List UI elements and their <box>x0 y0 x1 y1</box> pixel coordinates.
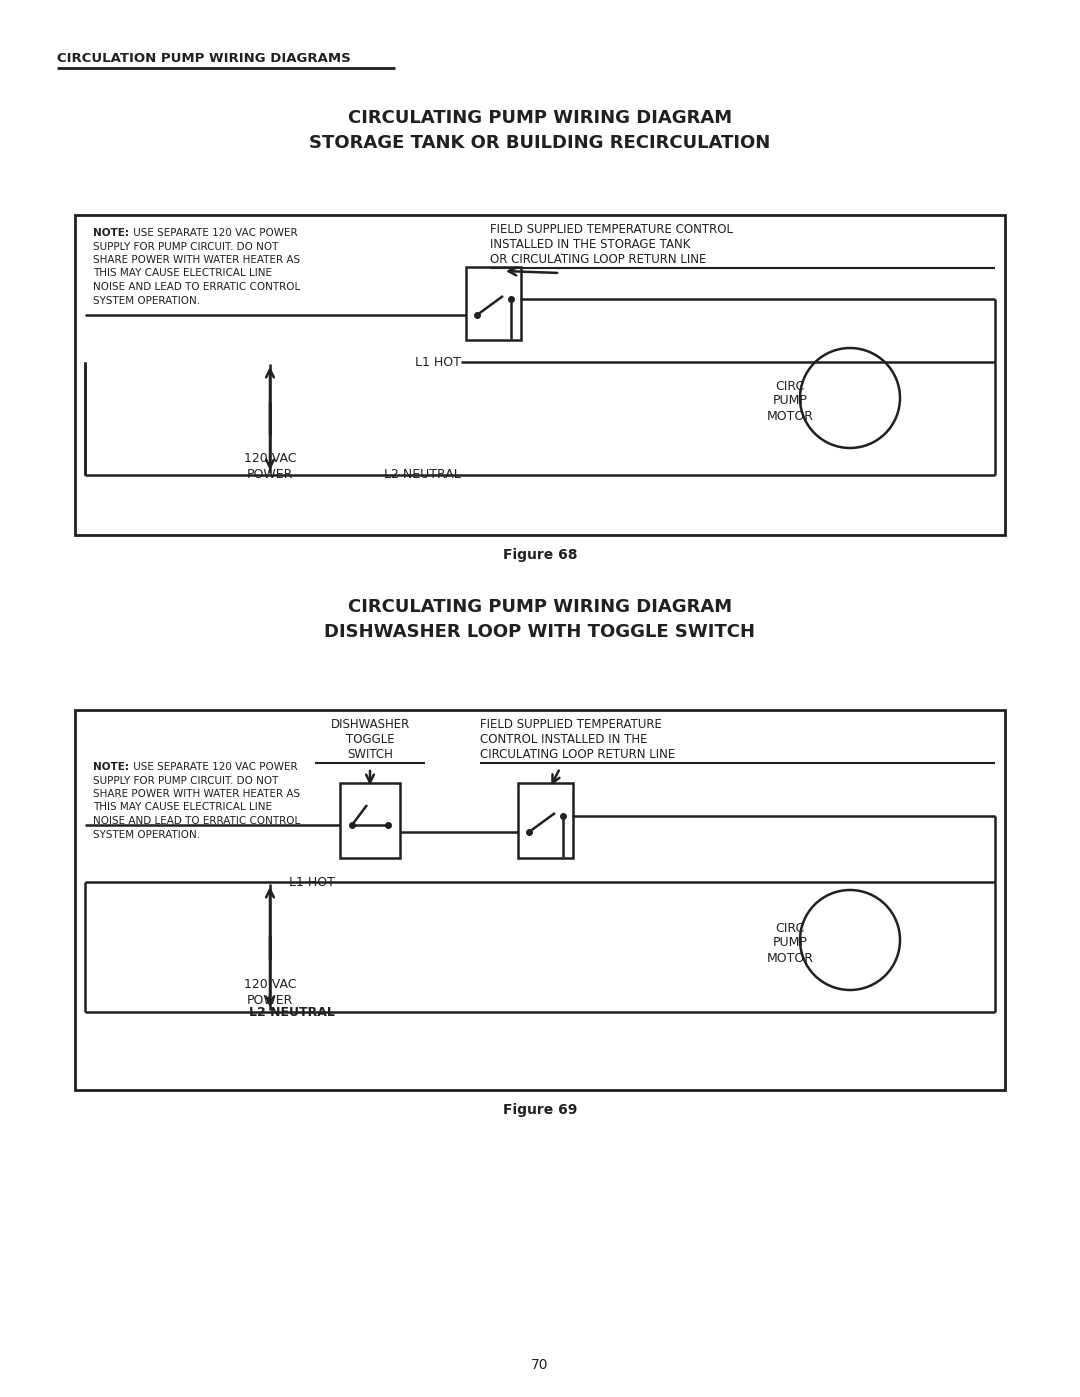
Text: STORAGE TANK OR BUILDING RECIRCULATION: STORAGE TANK OR BUILDING RECIRCULATION <box>309 134 771 152</box>
Text: Figure 68: Figure 68 <box>503 548 577 562</box>
Text: NOTE:: NOTE: <box>93 228 129 237</box>
Text: L1 HOT: L1 HOT <box>289 876 335 888</box>
Circle shape <box>800 348 900 448</box>
Text: SUPPLY FOR PUMP CIRCUIT. DO NOT: SUPPLY FOR PUMP CIRCUIT. DO NOT <box>93 242 279 251</box>
Text: SHARE POWER WITH WATER HEATER AS: SHARE POWER WITH WATER HEATER AS <box>93 256 300 265</box>
Text: CIRCULATING PUMP WIRING DIAGRAM: CIRCULATING PUMP WIRING DIAGRAM <box>348 598 732 616</box>
Bar <box>75 215 1005 535</box>
Text: DISHWASHER LOOP WITH TOGGLE SWITCH: DISHWASHER LOOP WITH TOGGLE SWITCH <box>324 623 756 641</box>
Bar <box>340 782 400 858</box>
Text: 120 VAC: 120 VAC <box>244 978 296 992</box>
Text: CIRCULATING PUMP WIRING DIAGRAM: CIRCULATING PUMP WIRING DIAGRAM <box>348 109 732 127</box>
Bar <box>465 267 521 339</box>
Text: NOISE AND LEAD TO ERRATIC CONTROL: NOISE AND LEAD TO ERRATIC CONTROL <box>93 816 300 826</box>
Text: NOISE AND LEAD TO ERRATIC CONTROL: NOISE AND LEAD TO ERRATIC CONTROL <box>93 282 300 292</box>
Text: CIRCULATING LOOP RETURN LINE: CIRCULATING LOOP RETURN LINE <box>480 747 675 761</box>
Text: OR CIRCULATING LOOP RETURN LINE: OR CIRCULATING LOOP RETURN LINE <box>490 253 706 265</box>
Text: SYSTEM OPERATION.: SYSTEM OPERATION. <box>93 296 200 306</box>
Text: PUMP: PUMP <box>772 394 808 408</box>
Text: INSTALLED IN THE STORAGE TANK: INSTALLED IN THE STORAGE TANK <box>490 237 690 251</box>
Text: SYSTEM OPERATION.: SYSTEM OPERATION. <box>93 830 200 840</box>
Text: POWER: POWER <box>247 468 293 482</box>
Text: USE SEPARATE 120 VAC POWER: USE SEPARATE 120 VAC POWER <box>130 761 298 773</box>
Text: MOTOR: MOTOR <box>767 409 813 422</box>
Text: USE SEPARATE 120 VAC POWER: USE SEPARATE 120 VAC POWER <box>130 228 298 237</box>
Text: THIS MAY CAUSE ELECTRICAL LINE: THIS MAY CAUSE ELECTRICAL LINE <box>93 268 272 278</box>
Text: L1 HOT: L1 HOT <box>415 355 461 369</box>
Text: FIELD SUPPLIED TEMPERATURE CONTROL: FIELD SUPPLIED TEMPERATURE CONTROL <box>490 224 733 236</box>
Bar <box>75 710 1005 1090</box>
Text: SUPPLY FOR PUMP CIRCUIT. DO NOT: SUPPLY FOR PUMP CIRCUIT. DO NOT <box>93 775 279 785</box>
Text: L2 NEUTRAL: L2 NEUTRAL <box>384 468 461 482</box>
Circle shape <box>800 890 900 990</box>
Text: CONTROL INSTALLED IN THE: CONTROL INSTALLED IN THE <box>480 733 648 746</box>
Text: SHARE POWER WITH WATER HEATER AS: SHARE POWER WITH WATER HEATER AS <box>93 789 300 799</box>
Text: FIELD SUPPLIED TEMPERATURE: FIELD SUPPLIED TEMPERATURE <box>480 718 662 731</box>
Text: POWER: POWER <box>247 995 293 1007</box>
Text: DISHWASHER: DISHWASHER <box>330 718 409 731</box>
Text: CIRC: CIRC <box>775 922 805 935</box>
Text: CIRCULATION PUMP WIRING DIAGRAMS: CIRCULATION PUMP WIRING DIAGRAMS <box>57 52 351 66</box>
Bar <box>518 782 573 858</box>
Text: TOGGLE: TOGGLE <box>346 733 394 746</box>
Text: 120 VAC: 120 VAC <box>244 453 296 465</box>
Text: L2 NEUTRAL: L2 NEUTRAL <box>249 1006 335 1018</box>
Text: PUMP: PUMP <box>772 936 808 950</box>
Text: 70: 70 <box>531 1358 549 1372</box>
Text: SWITCH: SWITCH <box>347 747 393 761</box>
Text: Figure 69: Figure 69 <box>503 1104 577 1118</box>
Text: NOTE:: NOTE: <box>93 761 129 773</box>
Text: THIS MAY CAUSE ELECTRICAL LINE: THIS MAY CAUSE ELECTRICAL LINE <box>93 802 272 813</box>
Text: CIRC: CIRC <box>775 380 805 393</box>
Text: MOTOR: MOTOR <box>767 951 813 964</box>
